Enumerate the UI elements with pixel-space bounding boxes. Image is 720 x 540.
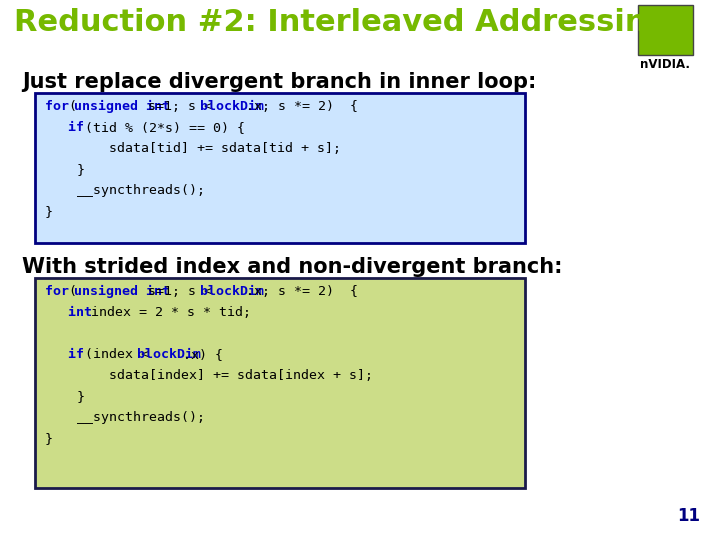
Text: blockDim: blockDim: [200, 285, 264, 298]
Text: .x) {: .x) {: [183, 348, 223, 361]
Text: .x; s *= 2)  {: .x; s *= 2) {: [246, 285, 358, 298]
Text: unsigned int: unsigned int: [73, 100, 178, 113]
Text: Just replace divergent branch in inner loop:: Just replace divergent branch in inner l…: [22, 72, 536, 92]
Text: }: }: [45, 163, 85, 176]
Text: __syncthreads();: __syncthreads();: [45, 184, 205, 197]
Text: (index <: (index <: [85, 348, 157, 361]
Text: blockDim: blockDim: [200, 100, 264, 113]
FancyBboxPatch shape: [35, 278, 525, 488]
Text: nVIDIA.: nVIDIA.: [640, 58, 690, 71]
Text: sdata[index] += sdata[index + s];: sdata[index] += sdata[index + s];: [45, 369, 373, 382]
Text: With strided index and non-divergent branch:: With strided index and non-divergent bra…: [22, 257, 562, 277]
Text: sdata[tid] += sdata[tid + s];: sdata[tid] += sdata[tid + s];: [45, 142, 341, 155]
Text: int: int: [68, 306, 100, 319]
FancyBboxPatch shape: [638, 5, 693, 55]
Text: }: }: [45, 390, 85, 403]
Text: (: (: [68, 285, 76, 298]
Text: (tid % (2*s) == 0) {: (tid % (2*s) == 0) {: [85, 121, 246, 134]
Text: s=1; s <: s=1; s <: [148, 285, 220, 298]
Text: s=1; s <: s=1; s <: [148, 100, 220, 113]
Text: if: if: [68, 121, 92, 134]
Text: Reduction #2: Interleaved Addressing: Reduction #2: Interleaved Addressing: [14, 8, 668, 37]
Text: for: for: [45, 100, 77, 113]
Text: index = 2 * s * tid;: index = 2 * s * tid;: [91, 306, 251, 319]
Text: (: (: [68, 100, 76, 113]
FancyBboxPatch shape: [35, 93, 525, 243]
Text: blockDim: blockDim: [137, 348, 201, 361]
Text: 11: 11: [677, 507, 700, 525]
Text: }: }: [45, 205, 53, 218]
Text: if: if: [68, 348, 92, 361]
Text: __syncthreads();: __syncthreads();: [45, 411, 205, 424]
Text: }: }: [45, 432, 53, 445]
Text: for: for: [45, 285, 77, 298]
Text: unsigned int: unsigned int: [73, 285, 178, 298]
Text: .x; s *= 2)  {: .x; s *= 2) {: [246, 100, 358, 113]
